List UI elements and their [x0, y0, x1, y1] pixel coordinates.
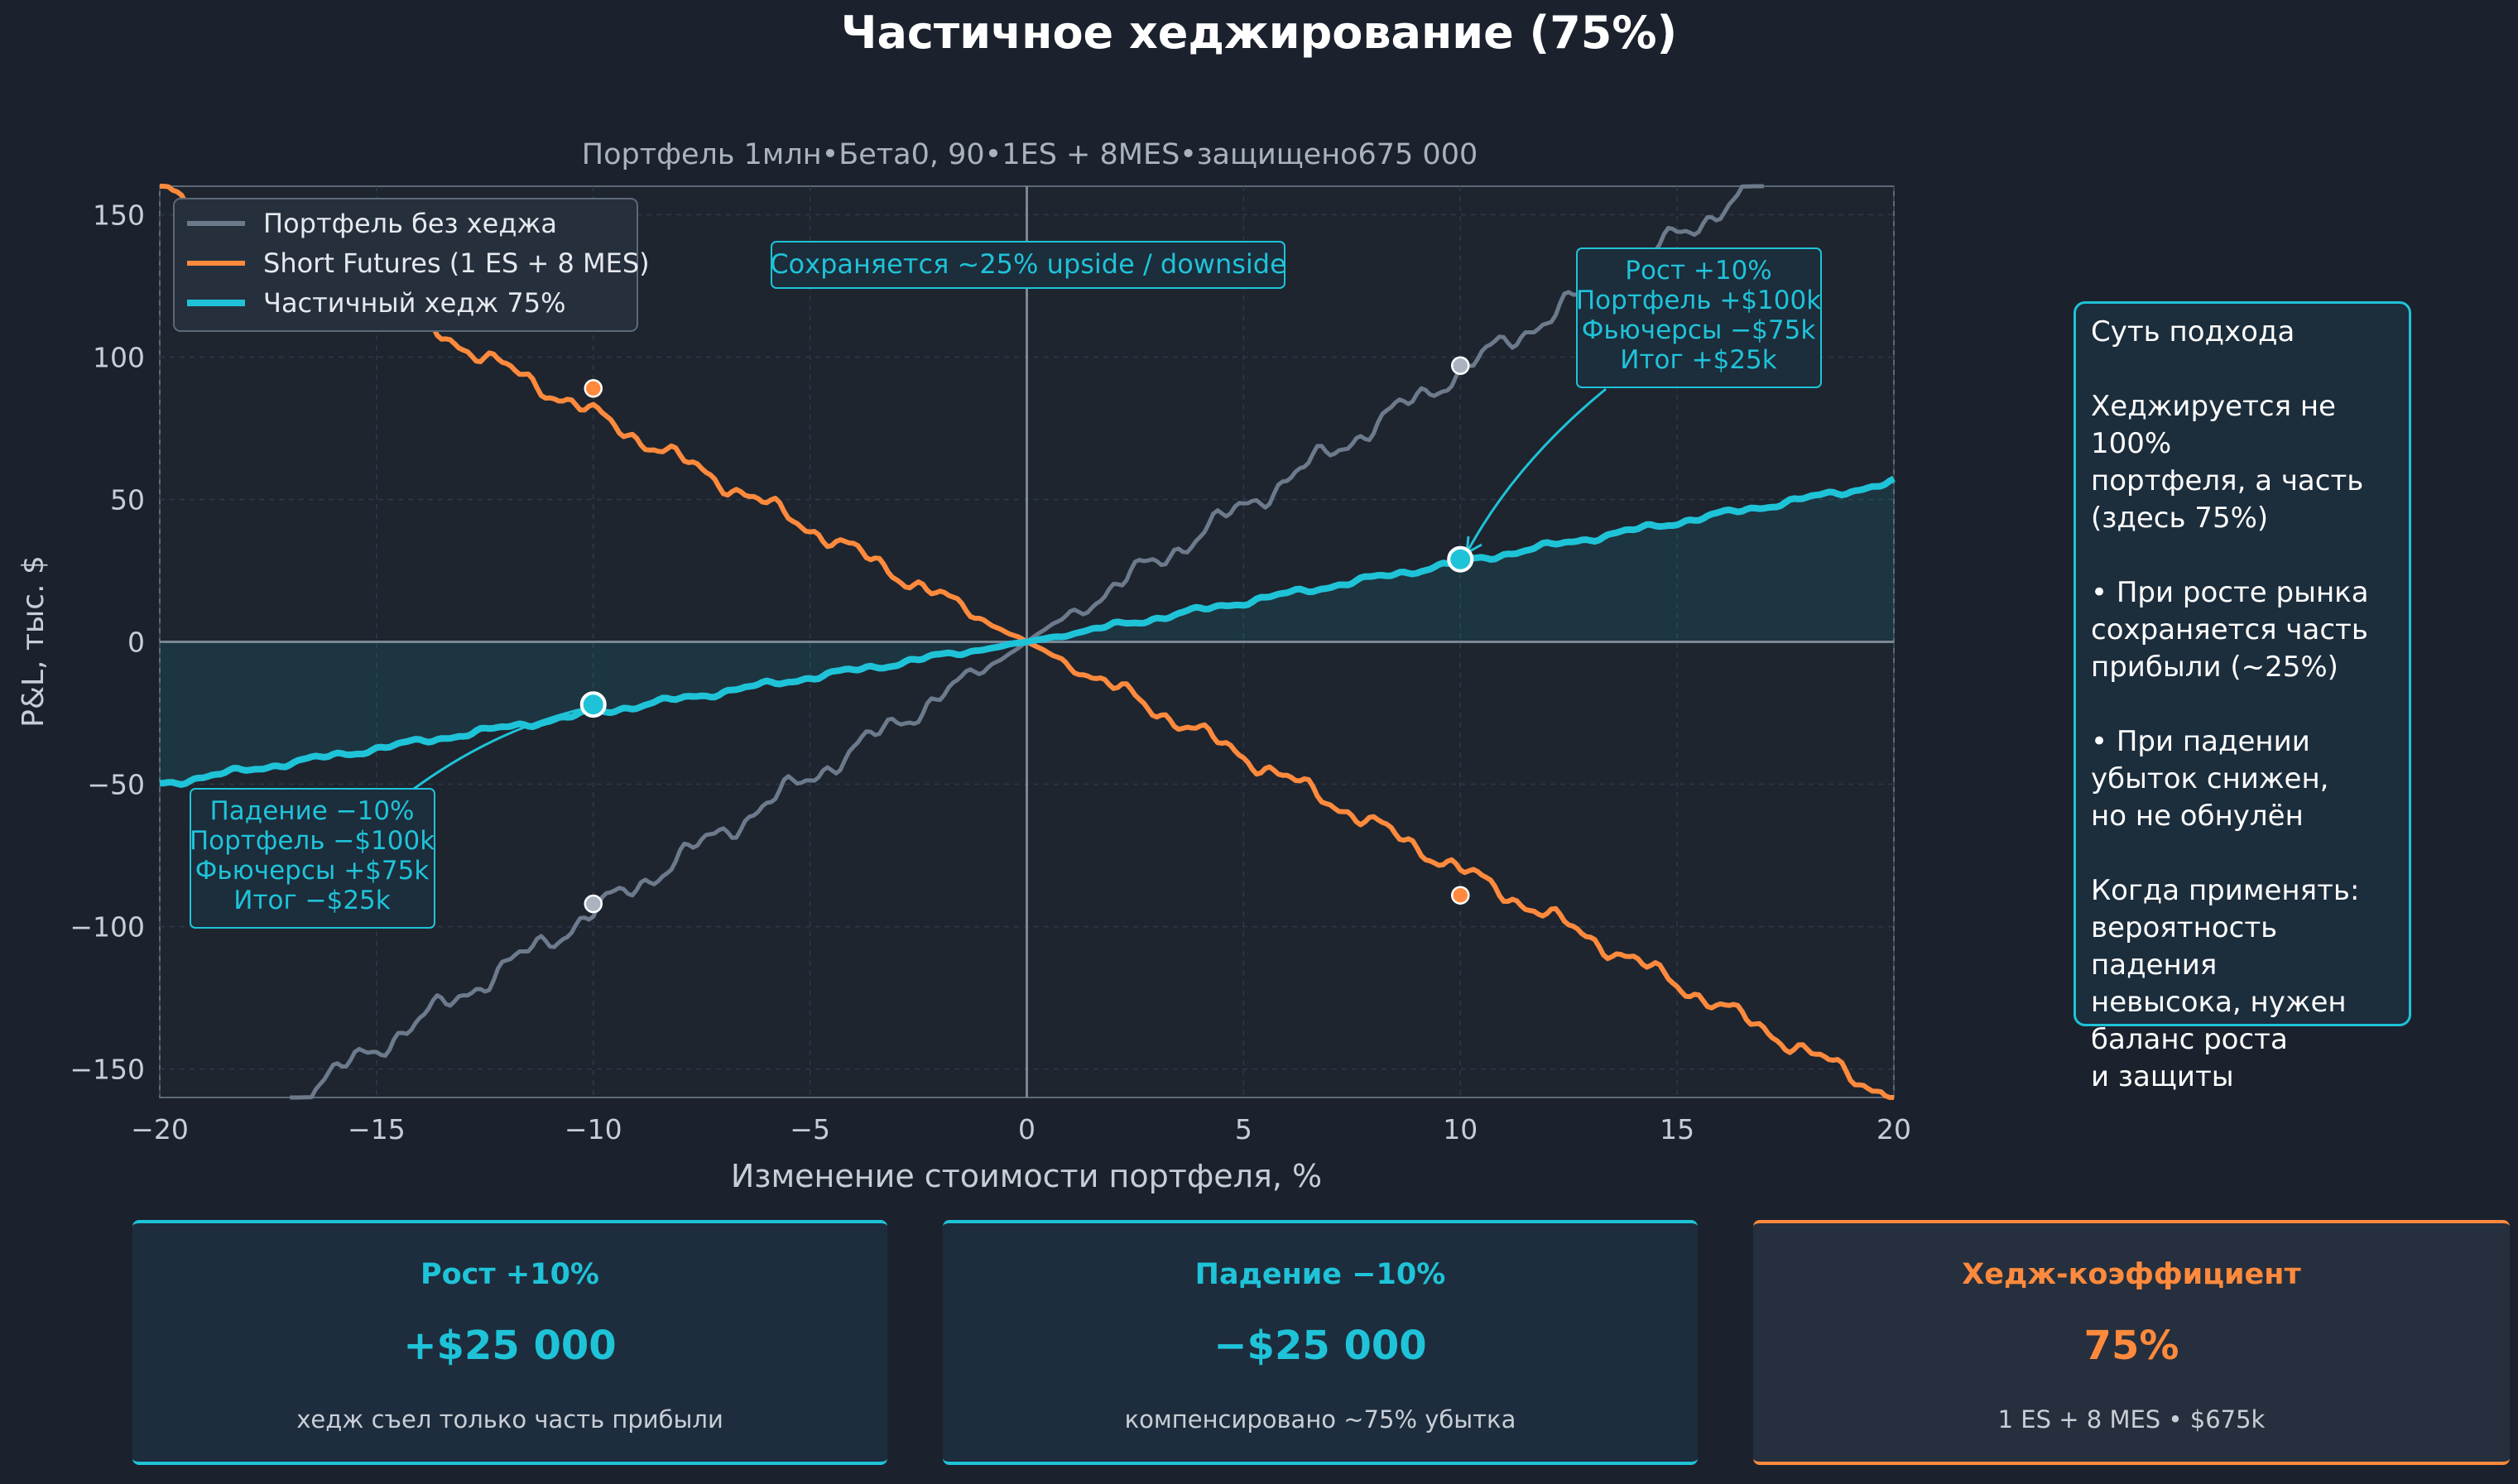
x-tick-label: 10 [1443, 1113, 1478, 1145]
y-tick-label: 100 [93, 341, 145, 373]
y-tick-label: 150 [93, 199, 145, 231]
annotation-up-line-1: Рост +10% [1625, 256, 1772, 286]
y-tick-label: −50 [87, 769, 145, 801]
legend-label-unhedged: Портфель без хеджа [263, 208, 557, 239]
annotation-up-line-2: Портфель +$100k [1576, 286, 1821, 315]
marker-unhedged [1451, 356, 1470, 376]
card-hedge-ratio: Хедж-коэффициент 75% 1 ES + 8 MES • $675… [1753, 1220, 2510, 1465]
card-fall: Падение −10% −$25 000 компенсировано ~75… [943, 1220, 1698, 1465]
card-hedge-ratio-caption: 1 ES + 8 MES • $675k [1997, 1405, 2266, 1434]
card-rise-value: +$25 000 [403, 1323, 617, 1369]
card-fall-caption: компенсировано ~75% убытка [1124, 1405, 1516, 1434]
y-tick-label: 0 [127, 627, 145, 659]
marker-futures [584, 379, 603, 398]
y-axis-label: P&L, тыс. $ [17, 555, 50, 728]
chart-subtitle: Портфель 1млн•Бета0, 90•1ES + 8MES•защищ… [582, 138, 1478, 171]
x-tick-label: −5 [790, 1113, 830, 1145]
card-hedge-ratio-title: Хедж-коэффициент [1962, 1258, 2301, 1291]
x-tick-label: −20 [131, 1113, 189, 1145]
x-tick-label: −15 [348, 1113, 406, 1145]
legend: Портфель без хеджа Short Futures (1 ES +… [173, 198, 650, 332]
x-tick-label: 15 [1660, 1113, 1694, 1145]
x-tick-label: 0 [1018, 1113, 1036, 1145]
annotation-down-line-1: Падение −10% [209, 796, 414, 826]
pnl-chart: Портфель 1млн•Бета0, 90•1ES + 8MES•защищ… [17, 138, 1911, 1194]
approach-summary-box: Суть подхода Хеджируется не 100% портфел… [2074, 301, 2411, 1093]
card-fall-title: Падение −10% [1194, 1258, 1446, 1291]
card-hedge-ratio-value: 75% [2083, 1323, 2179, 1369]
annotation-down-line-4: Итог −$25k [233, 886, 390, 915]
x-tick-label: 20 [1876, 1113, 1911, 1145]
legend-label-futures: Short Futures (1 ES + 8 MES) [263, 247, 650, 279]
card-rise: Рост +10% +$25 000 хедж съел только част… [132, 1220, 887, 1465]
marker-hedge [579, 691, 607, 718]
annotation-down-line-3: Фьючерсы +$75k [195, 856, 430, 886]
page-title: Частичное хеджирование (75%) [840, 7, 1678, 59]
annotation-down-line-2: Портфель −$100k [190, 826, 435, 856]
card-fall-value: −$25 000 [1213, 1323, 1427, 1369]
annotation-up-line-4: Итог +$25k [1620, 345, 1776, 375]
partial-hedge-line [159, 475, 1896, 788]
annotation-up: Рост +10% Портфель +$100k Фьючерсы −$75k… [1576, 247, 1822, 388]
marker-hedge [1447, 545, 1474, 573]
y-tick-label: −150 [70, 1054, 145, 1086]
card-rise-title: Рост +10% [420, 1258, 599, 1291]
x-tick-label: 5 [1235, 1113, 1252, 1145]
marker-futures [1451, 886, 1470, 905]
annotation-up-arrow [1465, 387, 1607, 554]
marker-unhedged [584, 894, 603, 914]
card-rise-caption: хедж съел только часть прибыли [296, 1405, 723, 1434]
y-tick-label: 50 [110, 483, 145, 516]
annotation-down-arrow [413, 706, 589, 790]
center-annotation-text: Сохраняется ~25% upside / downside [770, 248, 1286, 280]
annotation-up-line-3: Фьючерсы −$75k [1582, 315, 1816, 345]
legend-label-hedge: Частичный хедж 75% [263, 287, 566, 319]
y-tick-label: −100 [70, 911, 145, 944]
x-axis-label: Изменение стоимости портфеля, % [731, 1158, 1322, 1194]
center-annotation: Сохраняется ~25% upside / downside [770, 241, 1286, 289]
x-tick-label: −10 [565, 1113, 622, 1145]
annotation-down: Падение −10% Портфель −$100k Фьючерсы +$… [190, 788, 435, 929]
